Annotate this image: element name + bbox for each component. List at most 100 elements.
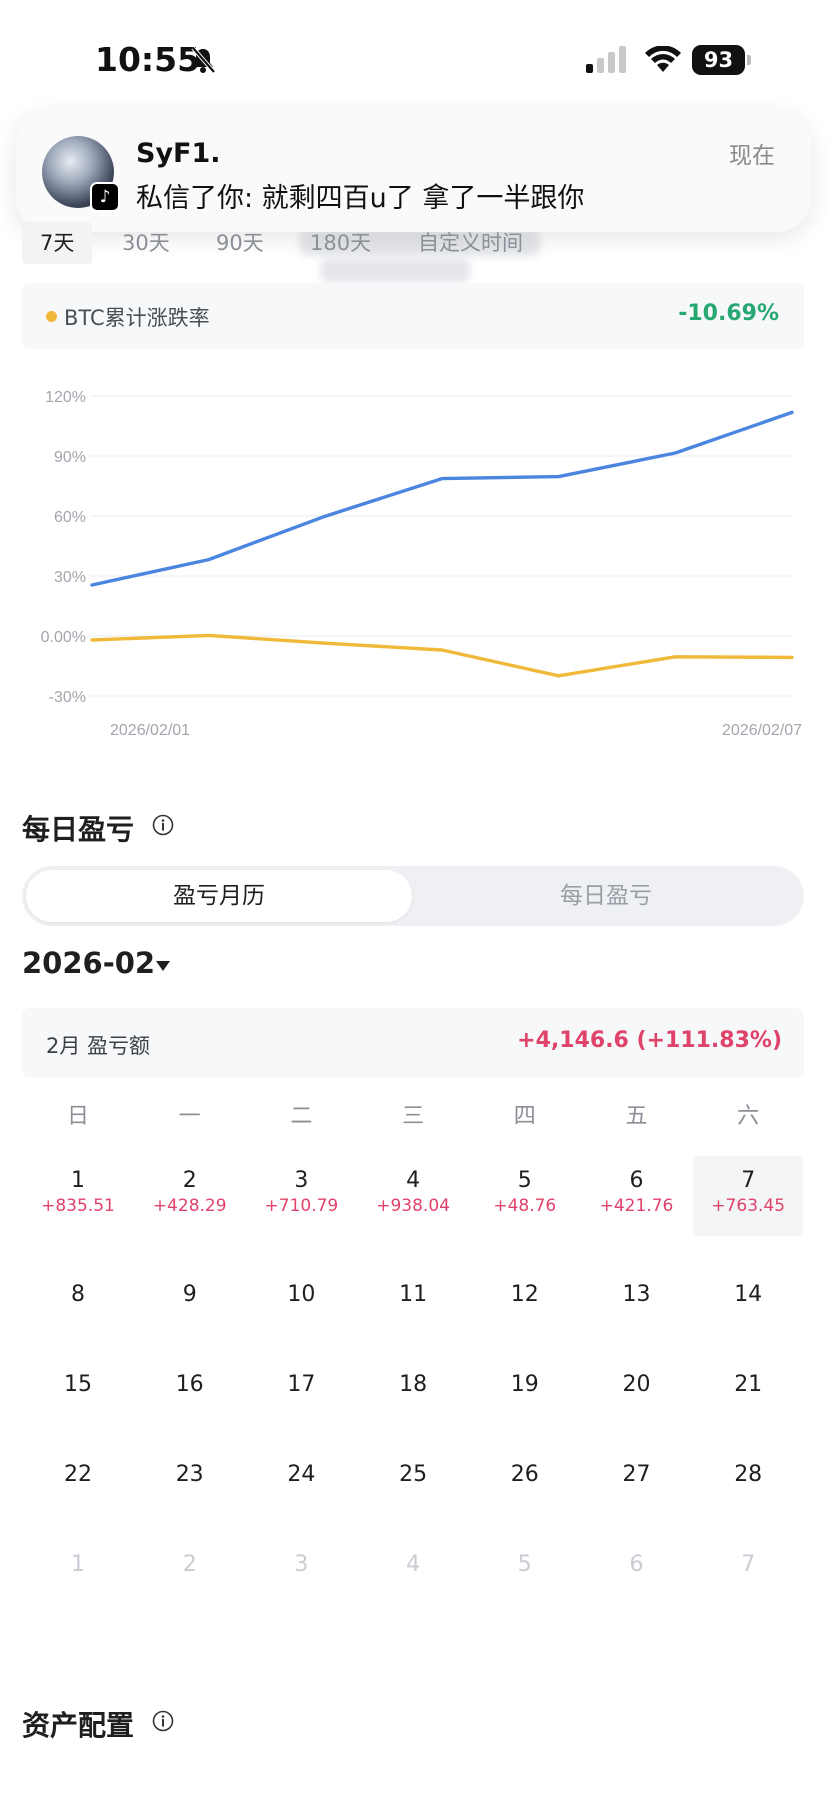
notification-banner[interactable]: ♪ SyF1. 私信了你: 就剩四百u了 拿了一半跟你 现在 <box>16 110 811 232</box>
calendar-day-number: 20 <box>622 1372 651 1397</box>
calendar-day[interactable]: 14 <box>698 1270 798 1354</box>
period-tabs: 7天 30天 90天 180天 自定义时间 <box>22 222 802 266</box>
chart-x-tick-label: 2026/02/01 <box>110 722 190 739</box>
portfolio-return-line <box>90 410 794 587</box>
calendar-day[interactable]: 22 <box>28 1450 128 1534</box>
calendar-day-number: 26 <box>510 1462 539 1487</box>
weekday-label: 一 <box>178 1104 201 1129</box>
month-pnl-label: 2月 盈亏额 <box>46 1034 151 1058</box>
calendar-day-next-month: 7 <box>698 1540 798 1624</box>
calendar-day[interactable]: 7 +763.45 <box>693 1156 804 1236</box>
calendar-day[interactable]: 28 <box>698 1450 798 1534</box>
calendar-day[interactable]: 21 <box>698 1360 798 1444</box>
calendar-day[interactable]: 8 <box>28 1270 128 1354</box>
calendar-day-number: 22 <box>64 1462 92 1487</box>
blurred-subtitle <box>320 258 470 282</box>
battery-cap <box>747 55 751 65</box>
weekday-label: 四 <box>513 1104 536 1129</box>
calendar-day-number: 12 <box>510 1282 539 1307</box>
calendar-day-next-month: 2 <box>140 1540 240 1624</box>
pnl-view-toggle: 盈亏月历 每日盈亏 <box>22 866 804 926</box>
calendar-day-number: 21 <box>734 1372 763 1397</box>
calendar-day[interactable]: 19 <box>475 1360 575 1444</box>
wifi-icon <box>645 46 681 72</box>
calendar-day-pnl: +48.76 <box>493 1196 557 1216</box>
chart-y-tick-label: 90% <box>54 449 86 466</box>
battery-level: 93 <box>692 45 745 75</box>
calendar-day[interactable]: 18 <box>363 1360 463 1444</box>
calendar-day-number: 23 <box>175 1462 204 1487</box>
calendar-day-number: 3 <box>294 1168 309 1193</box>
calendar-day[interactable]: 26 <box>475 1450 575 1534</box>
calendar-day-number: 5 <box>517 1552 532 1577</box>
chart-y-tick-label: -30% <box>49 689 86 706</box>
caret-down-icon[interactable] <box>155 960 171 972</box>
notification-sender: SyF1. <box>136 138 221 169</box>
btc-return-line <box>90 633 794 678</box>
calendar-day[interactable]: 5 +48.76 <box>475 1156 575 1240</box>
tiktok-icon: ♪ <box>90 182 120 212</box>
chart-y-tick-label: 30% <box>54 569 86 586</box>
month-pnl-value: +4,146.6 (+111.83%) <box>517 1028 782 1053</box>
tab-7d[interactable]: 7天 <box>22 222 93 264</box>
tab-90d[interactable]: 90天 <box>216 231 264 255</box>
month-pnl-summary: 2月 盈亏额 +4,146.6 (+111.83%) <box>22 1008 804 1078</box>
month-selector[interactable]: 2026-02 <box>22 946 156 980</box>
calendar-day-number: 5 <box>517 1168 532 1193</box>
calendar-day-number: 11 <box>399 1282 428 1307</box>
calendar-day[interactable]: 3 +710.79 <box>251 1156 351 1240</box>
calendar-day-pnl: +428.29 <box>152 1196 227 1216</box>
bell-muted-icon <box>191 46 216 74</box>
calendar-day-number: 7 <box>741 1552 756 1577</box>
calendar-day-pnl: +710.79 <box>264 1196 339 1216</box>
calendar-day[interactable]: 23 <box>140 1450 240 1534</box>
calendar-day-number: 1 <box>71 1168 85 1193</box>
calendar-day[interactable]: 6 +421.76 <box>587 1156 687 1240</box>
info-icon[interactable] <box>152 1710 174 1732</box>
calendar-day-number: 9 <box>182 1282 197 1307</box>
notification-message: 私信了你: 就剩四百u了 拿了一半跟你 <box>136 183 585 214</box>
calendar-day-next-month: 3 <box>251 1540 351 1624</box>
calendar-day-next-month: 4 <box>363 1540 463 1624</box>
calendar-day[interactable]: 4 +938.04 <box>363 1156 463 1240</box>
calendar-day[interactable]: 17 <box>251 1360 351 1444</box>
calendar-day-number: 17 <box>287 1372 316 1397</box>
calendar-day[interactable]: 24 <box>251 1450 351 1534</box>
calendar-day-next-month: 1 <box>28 1540 128 1624</box>
calendar-day-number: 25 <box>399 1462 428 1487</box>
calendar-day[interactable]: 10 <box>251 1270 351 1354</box>
calendar-day-pnl: +938.04 <box>376 1196 450 1216</box>
cellular-signal-icon <box>586 46 626 73</box>
tab-pnl-calendar[interactable]: 盈亏月历 <box>26 870 412 922</box>
calendar-day[interactable]: 11 <box>363 1270 463 1354</box>
calendar-day[interactable]: 1 +835.51 <box>28 1156 128 1240</box>
calendar-day-number: 2 <box>182 1552 197 1577</box>
tab-daily-pnl[interactable]: 每日盈亏 <box>560 883 652 909</box>
calendar-day[interactable]: 2 +428.29 <box>140 1156 240 1240</box>
calendar-day-number: 16 <box>175 1372 204 1397</box>
calendar-day-number: 6 <box>629 1552 644 1577</box>
cumulative-return-chart[interactable]: 120% 90% 60% 30% 0.00% -30% 2026/02/01 2026/02/… <box>22 370 802 750</box>
blurred-title <box>300 230 540 256</box>
calendar-day[interactable]: 25 <box>363 1450 463 1534</box>
app-header-blurred <box>0 110 828 282</box>
calendar-day-pnl: +835.51 <box>41 1196 115 1216</box>
calendar-day-number: 6 <box>629 1168 644 1193</box>
calendar-day-number: 15 <box>64 1372 92 1397</box>
status-time: 10:55 <box>95 40 201 79</box>
tab-custom-time[interactable]: 自定义时间 <box>418 231 523 255</box>
calendar-day[interactable]: 20 <box>587 1360 687 1444</box>
calendar-day[interactable]: 13 <box>587 1270 687 1354</box>
info-icon[interactable] <box>152 814 174 836</box>
calendar-day[interactable]: 9 <box>140 1270 240 1354</box>
calendar-day[interactable]: 27 <box>587 1450 687 1534</box>
calendar-day[interactable]: 15 <box>28 1360 128 1444</box>
tab-30d[interactable]: 30天 <box>122 231 170 255</box>
notification-time: 现在 <box>729 143 775 169</box>
tab-180d[interactable]: 180天 <box>310 231 372 255</box>
daily-pnl-title: 每日盈亏 <box>22 813 135 846</box>
btc-legend-dot <box>46 311 57 322</box>
weekday-label: 二 <box>290 1104 313 1129</box>
calendar-day[interactable]: 16 <box>140 1360 240 1444</box>
calendar-day[interactable]: 12 <box>475 1270 575 1354</box>
